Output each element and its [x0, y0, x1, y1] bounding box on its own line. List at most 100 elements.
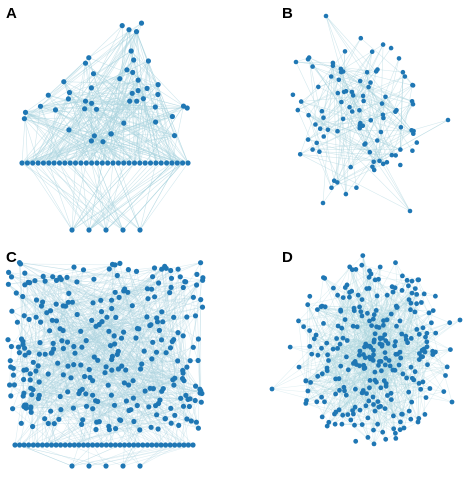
- node-d: [365, 311, 370, 316]
- node-c: [61, 303, 66, 308]
- node-d: [326, 358, 331, 363]
- node-d: [445, 365, 450, 370]
- node-b: [316, 85, 321, 90]
- node-c: [169, 421, 174, 426]
- node-c: [155, 319, 160, 324]
- node-d: [319, 346, 324, 351]
- node-b: [370, 165, 375, 170]
- node-b: [326, 128, 331, 133]
- node-c: [23, 406, 28, 411]
- node-c: [28, 371, 33, 376]
- node-c: [191, 345, 196, 350]
- node-b: [344, 192, 349, 197]
- node-b: [350, 109, 355, 114]
- node-d: [312, 336, 317, 341]
- node-c: [152, 265, 157, 270]
- node-d: [393, 339, 398, 344]
- node-c: [91, 277, 96, 282]
- node-b: [291, 93, 296, 98]
- node-a: [100, 160, 105, 165]
- node-b: [361, 124, 366, 129]
- node-a: [131, 57, 136, 62]
- node-d: [425, 362, 430, 367]
- node-d: [405, 278, 410, 283]
- node-b: [375, 138, 380, 143]
- node-d: [401, 372, 406, 377]
- node-d: [326, 420, 331, 425]
- node-c: [148, 322, 153, 327]
- node-c: [37, 379, 42, 384]
- node-d: [335, 346, 340, 351]
- node-a: [129, 48, 134, 53]
- node-d: [380, 336, 385, 341]
- node-c: [6, 270, 11, 275]
- node-d: [418, 387, 423, 392]
- node-d: [352, 423, 357, 428]
- node-b: [381, 113, 386, 118]
- node-c: [120, 463, 125, 468]
- node-c: [149, 356, 154, 361]
- node-b: [335, 129, 340, 134]
- node-d: [357, 305, 362, 310]
- node-b: [361, 94, 366, 99]
- node-c: [134, 269, 139, 274]
- node-d: [378, 265, 383, 270]
- node-c: [16, 345, 21, 350]
- node-c: [87, 367, 92, 372]
- node-a: [121, 160, 126, 165]
- node-c: [61, 372, 66, 377]
- node-a: [73, 160, 78, 165]
- node-c: [168, 345, 173, 350]
- node-a: [169, 160, 174, 165]
- node-c: [135, 403, 140, 408]
- node-b: [381, 42, 386, 47]
- node-d: [360, 391, 365, 396]
- node-d: [297, 365, 302, 370]
- edge-a: [49, 163, 106, 230]
- node-b: [408, 209, 413, 214]
- edge-a: [33, 163, 106, 230]
- node-a: [136, 88, 141, 93]
- node-c: [51, 346, 56, 351]
- node-c: [150, 340, 155, 345]
- node-c: [196, 358, 201, 363]
- node-d: [356, 293, 361, 298]
- node-d: [407, 409, 412, 414]
- node-c: [136, 326, 141, 331]
- node-b: [370, 49, 375, 54]
- node-a: [92, 133, 97, 138]
- node-d: [363, 355, 368, 360]
- node-a: [124, 67, 129, 72]
- node-c: [145, 442, 150, 447]
- node-c: [54, 318, 59, 323]
- node-c: [37, 340, 42, 345]
- edge-a: [106, 163, 172, 230]
- node-d: [360, 314, 365, 319]
- node-c: [199, 400, 204, 405]
- node-c: [198, 297, 203, 302]
- node-d: [419, 300, 424, 305]
- node-c: [143, 388, 148, 393]
- node-d: [343, 317, 348, 322]
- node-d: [325, 352, 330, 357]
- node-c: [23, 353, 28, 358]
- node-d: [409, 400, 414, 405]
- node-d: [342, 385, 347, 390]
- node-d: [391, 368, 396, 373]
- node-c: [81, 267, 86, 272]
- node-d: [360, 422, 365, 427]
- node-c: [196, 426, 201, 431]
- node-b: [296, 108, 301, 113]
- node-c: [194, 420, 199, 425]
- node-c: [159, 442, 164, 447]
- node-c: [194, 282, 199, 287]
- node-b: [371, 160, 376, 165]
- node-a: [130, 91, 135, 96]
- node-c: [63, 442, 68, 447]
- node-d: [402, 426, 407, 431]
- node-c: [112, 403, 117, 408]
- node-c: [168, 406, 173, 411]
- node-c: [68, 375, 73, 380]
- node-c: [38, 320, 43, 325]
- node-b: [348, 165, 353, 170]
